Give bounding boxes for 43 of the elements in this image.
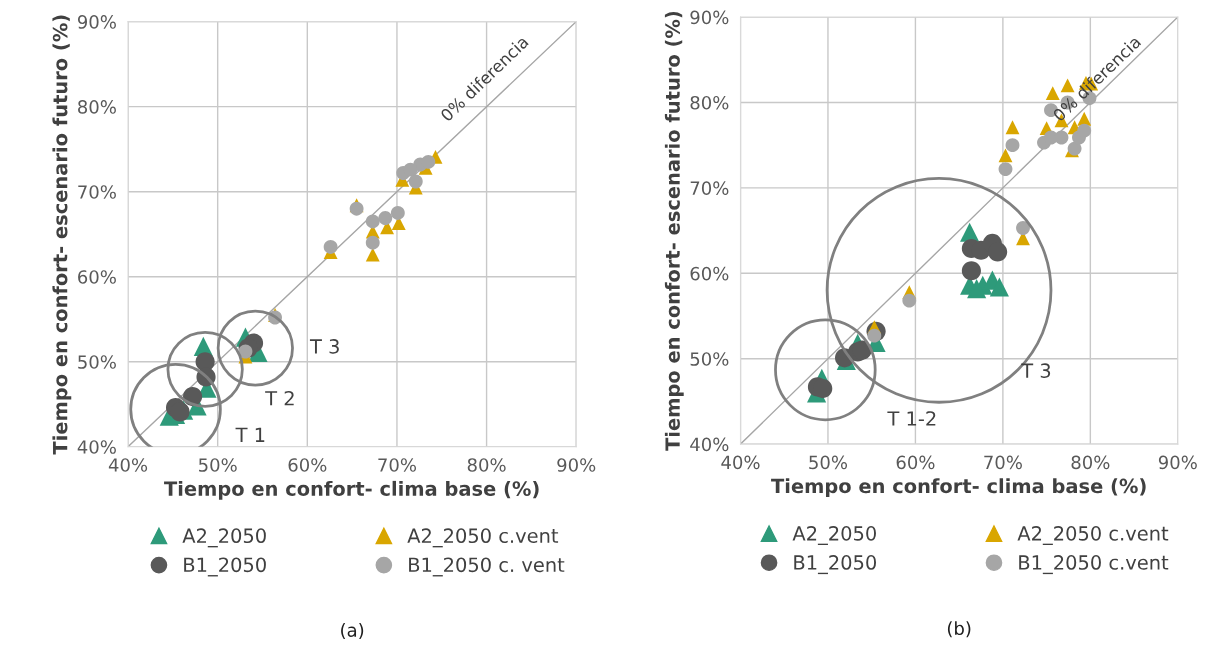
legend-label: B1_2050 — [794, 555, 877, 575]
y-tick-label: 60% — [690, 266, 729, 281]
y-axis-title: Tiempo en confort- escenario futuro (%) — [664, 11, 684, 451]
text: (a) — [341, 622, 364, 640]
x-tick-label: 50% — [809, 455, 848, 470]
x-tick-label: 80% — [467, 458, 506, 472]
y-tick-label: 70% — [690, 181, 729, 195]
legend-label: A2_2050 c.vent — [407, 528, 559, 548]
y-tick-label: 60% — [78, 270, 116, 284]
annotation: T 3 — [1021, 363, 1051, 379]
y-tick-label: 50% — [78, 355, 116, 369]
x-tick-label: 90% — [557, 458, 596, 472]
annotation: T 1 — [235, 427, 265, 442]
text: (b) — [947, 621, 971, 638]
y-tick-label: 80% — [690, 95, 729, 110]
x-axis-title: Tiempo en confort- clima base (%) — [164, 480, 539, 500]
y-tick-label: 70% — [78, 185, 116, 199]
annotation: T 3 — [309, 339, 339, 354]
x-tick-label: 70% — [378, 458, 417, 472]
legend-label: B1_2050 — [184, 557, 266, 577]
x-axis-title: Tiempo en confort- clima base (%) — [771, 478, 1146, 498]
y-tick-label: 90% — [77, 15, 116, 29]
y-tick-label: 40% — [77, 440, 116, 454]
x-tick-label: 40% — [108, 458, 148, 472]
x-tick-label: 80% — [1071, 455, 1110, 470]
y-axis-title: Tiempo en confort- escenario futuro (%) — [52, 15, 72, 455]
legend-label: A2_2050 c.vent — [1017, 526, 1169, 546]
legend-label: B1_2050 c.vent — [1019, 555, 1169, 575]
x-tick-label: 70% — [984, 455, 1022, 470]
legend-label: A2_2050 — [792, 526, 876, 546]
x-tick-label: 60% — [288, 458, 327, 472]
y-tick-label: 90% — [690, 10, 729, 25]
x-tick-label: 60% — [896, 455, 935, 470]
y-tick-label: 40% — [690, 437, 729, 452]
annotation: T 1-2 — [887, 411, 936, 426]
y-tick-label: 80% — [78, 100, 116, 114]
legend-label: B1_2050 c. vent — [409, 557, 565, 577]
x-tick-label: 90% — [1158, 455, 1197, 470]
x-tick-label: 50% — [199, 458, 237, 472]
y-tick-label: 50% — [690, 352, 729, 366]
legend-label: A2_2050 — [182, 528, 266, 548]
annotation: T 2 — [265, 390, 294, 406]
x-tick-label: 40% — [721, 455, 760, 470]
